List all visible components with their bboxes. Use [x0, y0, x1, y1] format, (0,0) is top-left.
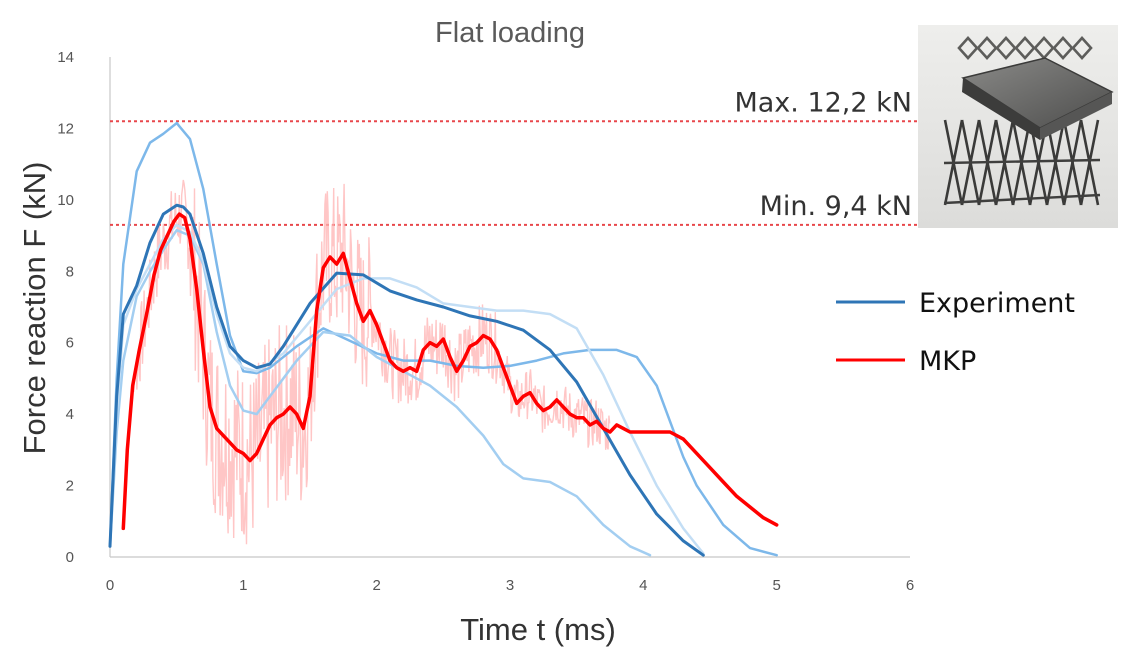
series-line-mkp [121, 212, 779, 531]
y-tick-label: 12 [57, 120, 74, 137]
chart-title: Flat loading [435, 17, 585, 49]
legend: Experiment MKP [836, 288, 1075, 377]
x-tick-label: 3 [506, 577, 514, 594]
series-line-experiment [108, 203, 705, 557]
y-tick-label: 6 [66, 335, 74, 352]
x-tick-label: 6 [906, 577, 914, 594]
series-line-experiment-run-1 [108, 121, 778, 557]
series-line-experiment-run-3 [108, 223, 705, 555]
mkp-raw-noise [122, 179, 611, 545]
lattice-cage [943, 119, 1101, 206]
specimen-plate-edge [1040, 92, 1112, 140]
y-tick-label: 10 [57, 192, 74, 209]
legend-label: MKP [919, 346, 976, 377]
photo-background [918, 25, 1118, 228]
x-tick-label: 2 [372, 577, 380, 594]
specimen-photo [918, 25, 1118, 228]
specimen-plate-edge [962, 78, 1040, 140]
x-tick-label: 0 [106, 577, 114, 594]
x-tick-label: 4 [639, 577, 647, 594]
y-tick-label: 4 [66, 406, 74, 423]
reference-line-label: Max. 12,2 kN [734, 87, 912, 118]
x-axis-title: Time t (ms) [460, 612, 616, 647]
series-lines [108, 121, 779, 557]
x-tick-label: 5 [772, 577, 780, 594]
legend-label: Experiment [919, 288, 1075, 319]
mkp-raw-signal [122, 179, 611, 545]
y-axis-title: Force reaction F (kN) [17, 162, 52, 455]
y-tick-label: 8 [66, 263, 74, 280]
y-tick-label: 2 [66, 478, 74, 495]
y-tick-label: 14 [57, 49, 74, 66]
reference-line-label: Min. 9,4 kN [760, 191, 912, 222]
lattice-strut [1071, 36, 1093, 60]
x-tick-label: 1 [239, 577, 247, 594]
y-tick-label: 0 [66, 549, 74, 566]
reference-lines: Max. 12,2 kN Min. 9,4 kN [110, 87, 918, 226]
